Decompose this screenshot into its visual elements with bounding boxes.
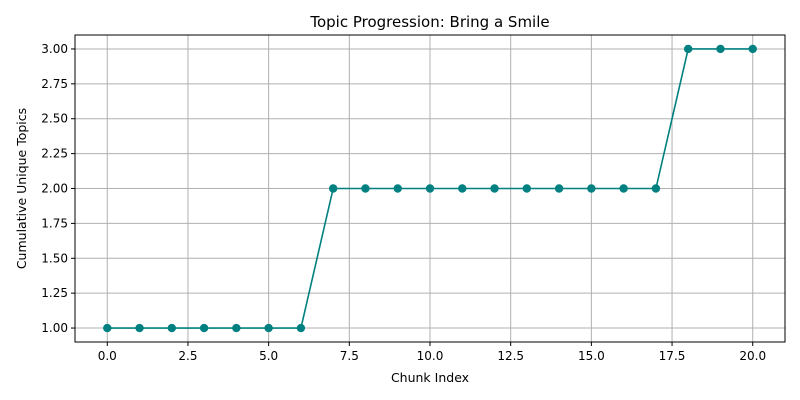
data-point <box>651 184 661 193</box>
x-axis-label: Chunk Index <box>391 370 469 385</box>
x-tick-label: 10.0 <box>417 349 444 363</box>
y-tick-label: 2.00 <box>41 182 68 196</box>
data-point <box>425 184 435 193</box>
data-point <box>328 184 338 193</box>
data-point <box>458 184 467 193</box>
data-point <box>264 323 273 333</box>
y-tick-label: 1.25 <box>41 286 68 300</box>
data-point <box>296 323 306 333</box>
x-tick-label: 20.0 <box>739 349 766 363</box>
y-tick-label: 2.75 <box>41 77 68 91</box>
data-point <box>361 184 370 193</box>
y-tick-label: 2.50 <box>41 112 68 126</box>
x-tick-label: 7.5 <box>340 349 359 363</box>
y-axis-label: Cumulative Unique Topics <box>14 108 29 269</box>
x-tick-label: 15.0 <box>578 349 605 363</box>
x-tick-label: 12.5 <box>497 349 524 363</box>
series <box>103 44 757 333</box>
data-point <box>683 44 693 54</box>
data-point <box>748 44 757 54</box>
y-tick-label: 1.75 <box>41 216 68 230</box>
chart-title: Topic Progression: Bring a Smile <box>309 13 549 31</box>
y-tick-label: 1.50 <box>41 251 68 265</box>
ticks: 0.0 2.5 5.0 7.5 10.0 12.5 15.0 17.5 20.0 1.00 1.25… <box>41 42 766 363</box>
data-point <box>587 184 596 193</box>
data-point <box>490 184 499 193</box>
x-tick-label: 5.0 <box>259 349 278 363</box>
data-point <box>716 44 725 54</box>
plot-frame <box>74 34 786 343</box>
data-point <box>135 323 144 333</box>
y-tick-label: 3.00 <box>41 42 68 56</box>
data-point <box>103 323 112 333</box>
data-point <box>393 184 402 193</box>
y-tick-label: 2.25 <box>41 147 68 161</box>
data-point <box>232 323 241 333</box>
y-tick-label: 1.00 <box>41 321 68 335</box>
data-point <box>522 184 532 193</box>
data-point <box>554 184 564 193</box>
x-tick-label: 2.5 <box>178 349 197 363</box>
data-point <box>167 323 177 333</box>
x-tick-label: 17.5 <box>659 349 686 363</box>
x-tick-label: 0.0 <box>98 349 117 363</box>
data-point <box>199 323 209 333</box>
data-point <box>619 184 628 193</box>
